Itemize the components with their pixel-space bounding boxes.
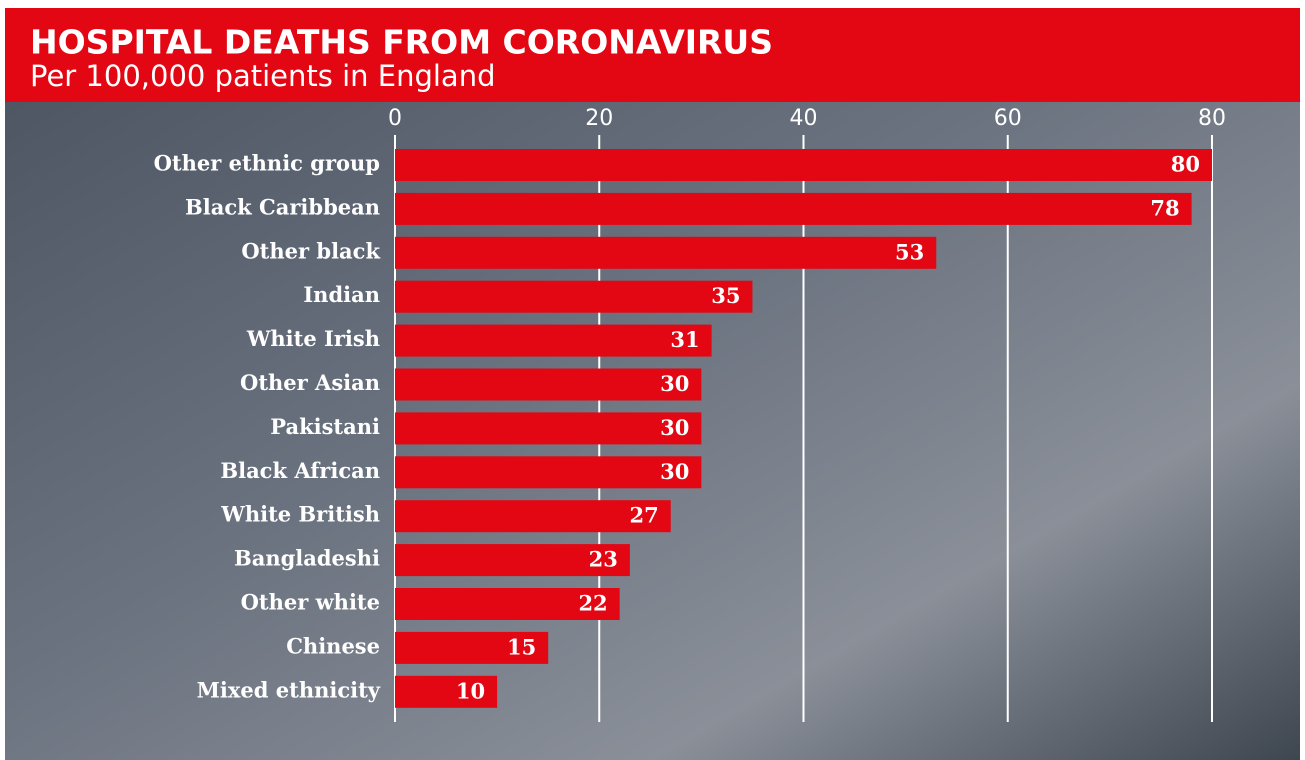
y-tick-label: Black Caribbean (185, 194, 380, 219)
y-tick-label: Black African (220, 458, 380, 483)
bar (395, 675, 498, 708)
bar (395, 500, 671, 533)
value-label: 23 (589, 547, 618, 572)
bar (395, 544, 630, 577)
chart-subtitle: Per 100,000 patients in England (30, 59, 496, 93)
y-tick-label: White British (220, 502, 380, 527)
header-band (5, 8, 1300, 102)
value-label: 31 (670, 327, 699, 352)
x-tick-label: 0 (388, 106, 402, 131)
y-tick-label: Bangladeshi (234, 546, 380, 571)
bar (395, 149, 1212, 181)
y-tick-label: Other white (241, 590, 380, 615)
bar (395, 192, 1192, 225)
chart-title: HOSPITAL DEATHS FROM CORONAVIRUS (30, 23, 773, 62)
y-tick-label: Pakistani (270, 414, 380, 439)
y-tick-label: Other Asian (240, 370, 380, 395)
value-label: 30 (660, 459, 689, 484)
value-label: 22 (578, 591, 607, 616)
value-label: 80 (1171, 152, 1200, 177)
y-tick-label: Other black (241, 238, 380, 263)
value-label: 30 (660, 371, 689, 396)
value-label: 30 (660, 415, 689, 440)
bar (395, 412, 702, 445)
bar (395, 588, 620, 620)
value-label: 53 (895, 239, 924, 264)
x-tick-label: 60 (994, 106, 1022, 131)
y-tick-label: Mixed ethnicity (197, 677, 381, 702)
bar (395, 324, 712, 357)
value-label: 10 (456, 678, 485, 703)
value-label: 15 (507, 634, 536, 659)
bar (395, 368, 702, 401)
x-tick-label: 80 (1198, 106, 1226, 131)
x-tick-label: 20 (585, 106, 613, 131)
value-label: 27 (630, 503, 659, 528)
y-tick-label: Chinese (286, 633, 380, 658)
y-tick-label: Other ethnic group (154, 151, 380, 176)
bar (395, 236, 937, 269)
value-label: 78 (1150, 195, 1179, 220)
value-label: 35 (711, 283, 740, 308)
y-tick-label: White Irish (246, 326, 380, 351)
bar (395, 631, 549, 664)
x-tick-label: 40 (790, 106, 818, 131)
y-tick-label: Indian (303, 282, 380, 307)
bar (395, 280, 753, 313)
bar (395, 456, 702, 489)
